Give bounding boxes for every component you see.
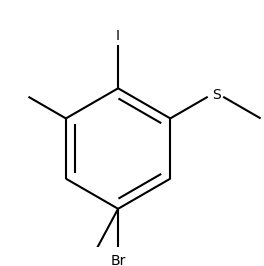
Text: S: S xyxy=(212,88,221,102)
Text: Br: Br xyxy=(110,253,126,266)
Text: I: I xyxy=(116,30,120,44)
